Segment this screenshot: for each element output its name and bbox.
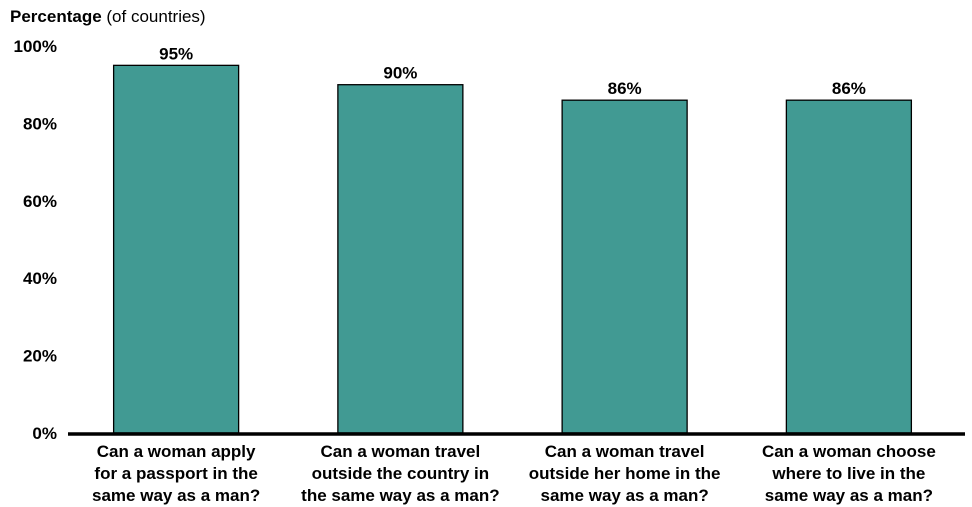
y-tick-label: 40% [23, 269, 57, 288]
y-axis-title-rest: (of countries) [102, 7, 206, 26]
category-label-line: the same way as a man? [301, 486, 499, 505]
data-labels: 95% 90% 86% 86% [159, 44, 866, 98]
category-label-line: outside her home in the [529, 464, 721, 483]
y-tick-label: 100% [14, 37, 57, 56]
y-axis-ticks: 0% 20% 40% 60% 80% 100% [14, 37, 57, 443]
category-label: Can a woman apply for a passport in the sa… [92, 442, 260, 505]
category-label-line: Can a woman apply [97, 442, 256, 461]
category-label: Can a woman travel outside the country in… [301, 442, 499, 505]
y-axis-title: Percentage (of countries) [10, 7, 206, 26]
data-label: 95% [159, 44, 193, 63]
data-label: 86% [832, 79, 866, 98]
category-label: Can a woman choose where to live in the sa… [762, 442, 936, 505]
y-tick-label: 80% [23, 114, 57, 133]
category-labels: Can a woman apply for a passport in the sa… [92, 442, 936, 505]
bars [112, 64, 913, 434]
y-tick-label: 60% [23, 192, 57, 211]
category-label-line: outside the country in [312, 464, 490, 483]
category-label-line: same way as a man? [765, 486, 933, 505]
data-label: 90% [383, 64, 417, 83]
category-label-line: same way as a man? [92, 486, 260, 505]
category-label-line: Can a woman choose [762, 442, 936, 461]
category-label-line: same way as a man? [541, 486, 709, 505]
bar [785, 99, 913, 434]
y-tick-label: 0% [32, 424, 57, 443]
y-axis-title-bold: Percentage [10, 7, 102, 26]
category-label-line: Can a woman travel [321, 442, 481, 461]
category-label-line: where to live in the [771, 464, 925, 483]
category-label: Can a woman travel outside her home in th… [529, 442, 721, 505]
y-tick-label: 20% [23, 347, 57, 366]
data-label: 86% [608, 79, 642, 98]
category-label-line: Can a woman travel [545, 442, 705, 461]
bar [561, 99, 688, 434]
bar [112, 64, 240, 434]
bar [337, 84, 464, 434]
category-label-line: for a passport in the [94, 464, 257, 483]
